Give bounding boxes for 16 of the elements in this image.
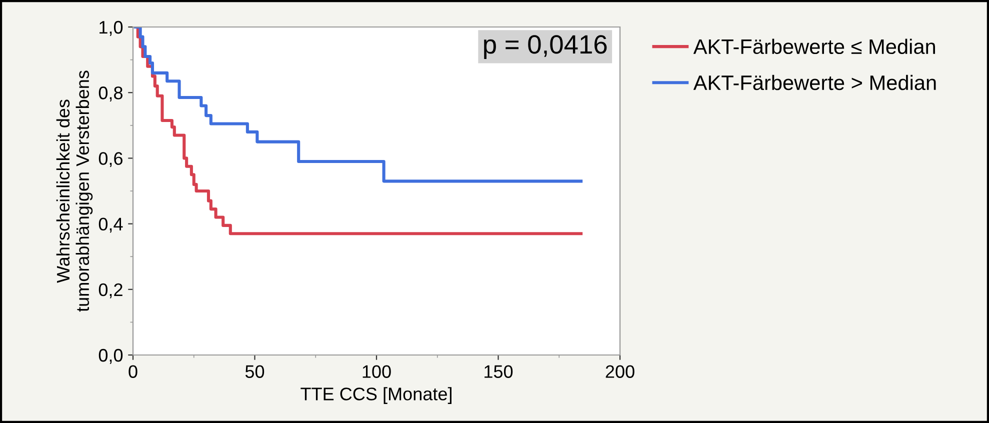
x-tick-label: 200 [606, 365, 634, 378]
x-tick-label: 150 [484, 365, 513, 378]
x-tick-label: 50 [245, 365, 264, 378]
y-tick-label: 0,2 [98, 283, 122, 298]
y-tick-label: 0,4 [98, 218, 123, 233]
x-tick-label: 100 [362, 365, 391, 378]
x-axis-title: TTE CCS [Monate] [300, 387, 452, 404]
y-tick-label: 1,0 [100, 20, 123, 36]
x-tick-label: 0 [128, 365, 138, 378]
y-tick-label: 0,0 [98, 348, 123, 364]
y-axis-title: Wahrscheinlichkeit des tumorabhängigen Versterbens [56, 70, 93, 312]
y-tick-label: 0,6 [98, 152, 122, 168]
y-tick-label: 0,8 [98, 86, 122, 102]
annotation: p = 0,0416 [484, 35, 607, 59]
legend-label: AKT-Färbewerte ≤ Median [693, 38, 935, 54]
legend-label: AKT-Färbewerte > Median [693, 74, 936, 90]
